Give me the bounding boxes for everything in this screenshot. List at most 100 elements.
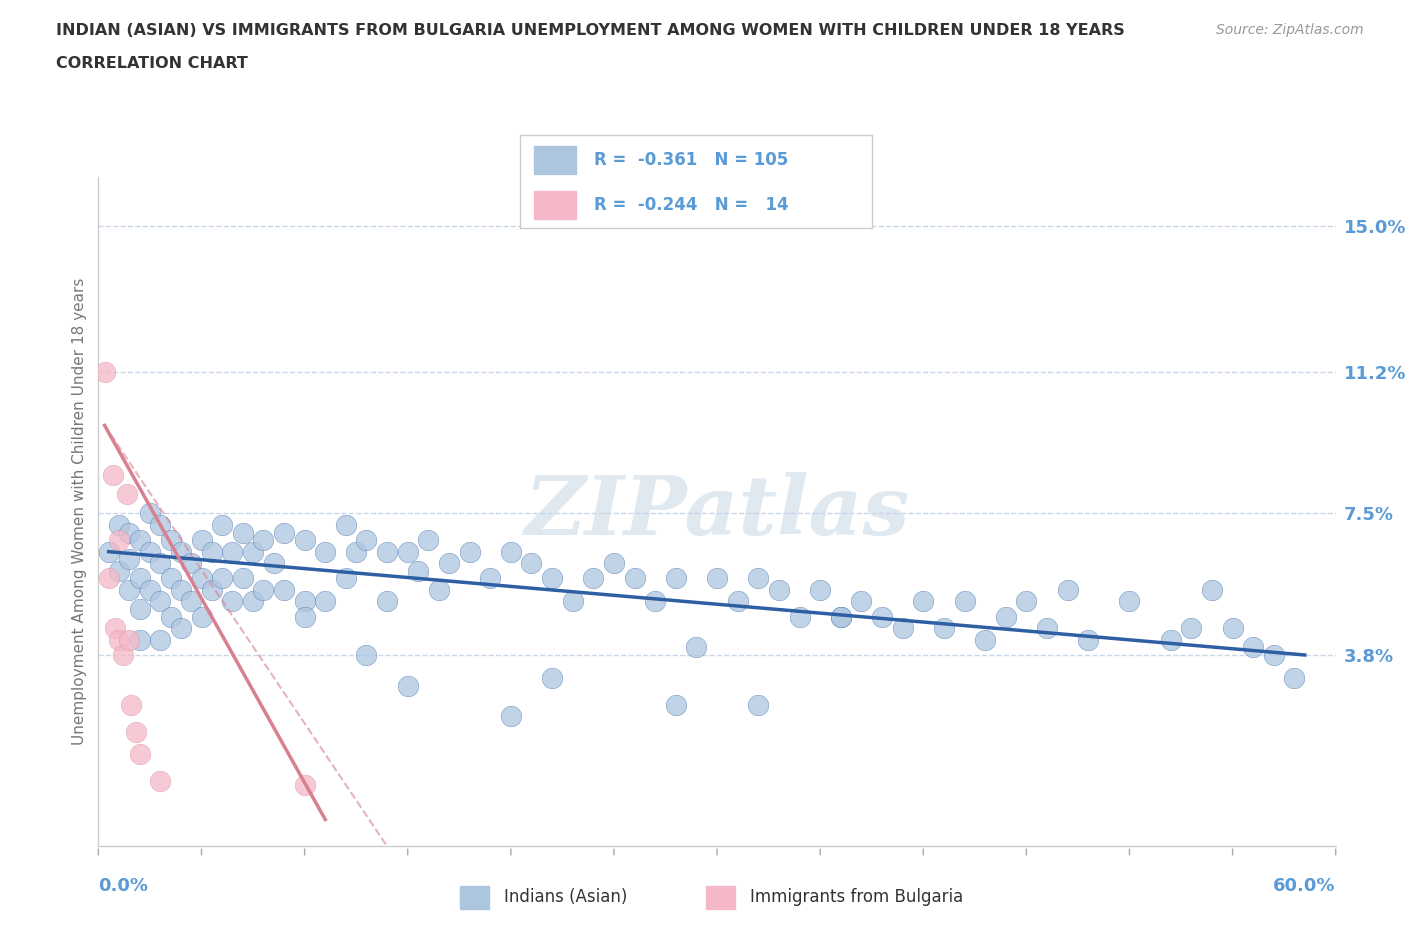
Point — [665, 698, 688, 712]
Point — [211, 517, 233, 532]
Point — [221, 594, 243, 609]
Point — [118, 582, 141, 597]
Text: INDIAN (ASIAN) VS IMMIGRANTS FROM BULGARIA UNEMPLOYMENT AMONG WOMEN WITH CHILDRE: INDIAN (ASIAN) VS IMMIGRANTS FROM BULGAR… — [56, 23, 1125, 38]
Point — [294, 533, 316, 548]
Point — [242, 544, 264, 559]
Point — [541, 671, 564, 685]
Point — [974, 632, 997, 647]
Point — [561, 594, 583, 609]
Point — [273, 582, 295, 597]
Point — [104, 620, 127, 635]
Text: Source: ZipAtlas.com: Source: ZipAtlas.com — [1216, 23, 1364, 37]
Point — [603, 556, 626, 571]
Point — [118, 525, 141, 540]
Point — [437, 556, 460, 571]
Point — [1160, 632, 1182, 647]
Point — [375, 544, 398, 559]
Point — [499, 709, 522, 724]
Point — [252, 582, 274, 597]
Point — [932, 620, 955, 635]
Point — [418, 533, 440, 548]
Point — [1118, 594, 1140, 609]
Point — [479, 571, 502, 586]
Point — [335, 571, 357, 586]
Point — [201, 544, 224, 559]
Point — [232, 571, 254, 586]
Point — [1056, 582, 1078, 597]
Point — [1241, 640, 1264, 655]
Point — [149, 632, 172, 647]
Point — [128, 747, 150, 762]
Point — [1180, 620, 1202, 635]
Text: CORRELATION CHART: CORRELATION CHART — [56, 56, 247, 71]
Point — [159, 609, 181, 624]
Point — [830, 609, 852, 624]
FancyBboxPatch shape — [460, 885, 489, 910]
Point — [953, 594, 976, 609]
Point — [1201, 582, 1223, 597]
FancyBboxPatch shape — [534, 191, 576, 219]
Point — [375, 594, 398, 609]
Point — [294, 777, 316, 792]
Point — [520, 556, 543, 571]
Point — [180, 594, 202, 609]
Point — [118, 632, 141, 647]
Point — [356, 647, 378, 662]
Point — [190, 609, 212, 624]
Point — [139, 582, 162, 597]
Point — [128, 632, 150, 647]
Y-axis label: Unemployment Among Women with Children Under 18 years: Unemployment Among Women with Children U… — [72, 278, 87, 745]
Point — [117, 486, 139, 501]
Point — [149, 517, 172, 532]
Point — [201, 582, 224, 597]
Point — [406, 564, 429, 578]
Point — [118, 551, 141, 566]
Text: ZIPatlas: ZIPatlas — [524, 472, 910, 551]
Point — [396, 544, 419, 559]
Point — [665, 571, 688, 586]
Point — [314, 544, 336, 559]
Text: R =  -0.244   N =   14: R = -0.244 N = 14 — [595, 195, 789, 214]
Point — [314, 594, 336, 609]
Point — [344, 544, 367, 559]
Point — [190, 571, 212, 586]
Point — [139, 544, 162, 559]
Point — [149, 594, 172, 609]
Point — [1077, 632, 1099, 647]
Point — [870, 609, 893, 624]
Point — [458, 544, 481, 559]
Point — [232, 525, 254, 540]
Point — [242, 594, 264, 609]
Point — [180, 556, 202, 571]
Point — [139, 506, 162, 521]
Point — [211, 571, 233, 586]
Point — [499, 544, 522, 559]
Text: R =  -0.361   N = 105: R = -0.361 N = 105 — [595, 151, 789, 169]
Point — [1036, 620, 1059, 635]
Point — [263, 556, 285, 571]
Point — [190, 533, 212, 548]
Point — [830, 609, 852, 624]
Point — [356, 533, 378, 548]
Point — [1284, 671, 1306, 685]
Point — [128, 602, 150, 617]
Point — [93, 365, 115, 379]
Text: Immigrants from Bulgaria: Immigrants from Bulgaria — [751, 888, 963, 907]
Point — [159, 571, 181, 586]
Point — [128, 533, 150, 548]
Point — [335, 517, 357, 532]
Text: Indians (Asian): Indians (Asian) — [503, 888, 627, 907]
Point — [912, 594, 935, 609]
Point — [149, 556, 172, 571]
Point — [170, 544, 193, 559]
Point — [768, 582, 790, 597]
Point — [97, 571, 120, 586]
Point — [1015, 594, 1038, 609]
Point — [159, 533, 181, 548]
Point — [541, 571, 564, 586]
Point — [108, 632, 131, 647]
Point — [170, 582, 193, 597]
Point — [994, 609, 1017, 624]
Point — [685, 640, 707, 655]
Point — [808, 582, 831, 597]
